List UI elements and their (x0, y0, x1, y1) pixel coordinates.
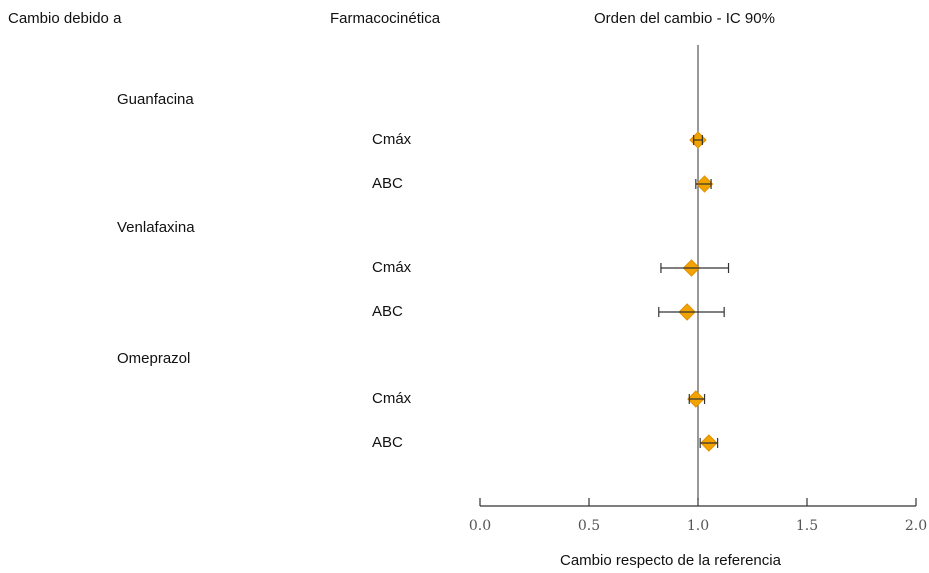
pk-label: ABC (372, 175, 403, 192)
group-label: Omeprazol (117, 350, 191, 367)
x-tick-label: 1.0 (687, 518, 709, 534)
header-orden-del-cambio: Orden del cambio - IC 90% (594, 10, 775, 27)
pk-label: Cmáx (372, 390, 412, 407)
pk-label: ABC (372, 303, 403, 320)
x-tick-label: 2.0 (905, 518, 927, 534)
pk-label: ABC (372, 434, 403, 451)
group-label: Guanfacina (117, 91, 194, 108)
pk-label: Cmáx (372, 131, 412, 148)
x-tick-label: 1.5 (796, 518, 818, 534)
header-farmacocinetica: Farmacocinética (330, 10, 441, 27)
pk-label: Cmáx (372, 259, 412, 276)
x-axis-title: Cambio respecto de la referencia (560, 552, 781, 569)
header-cambio-debido-a: Cambio debido a (8, 10, 122, 27)
group-label: Venlafaxina (117, 219, 195, 236)
x-tick-label: 0.5 (578, 518, 600, 534)
x-tick-label: 0.0 (469, 518, 491, 534)
